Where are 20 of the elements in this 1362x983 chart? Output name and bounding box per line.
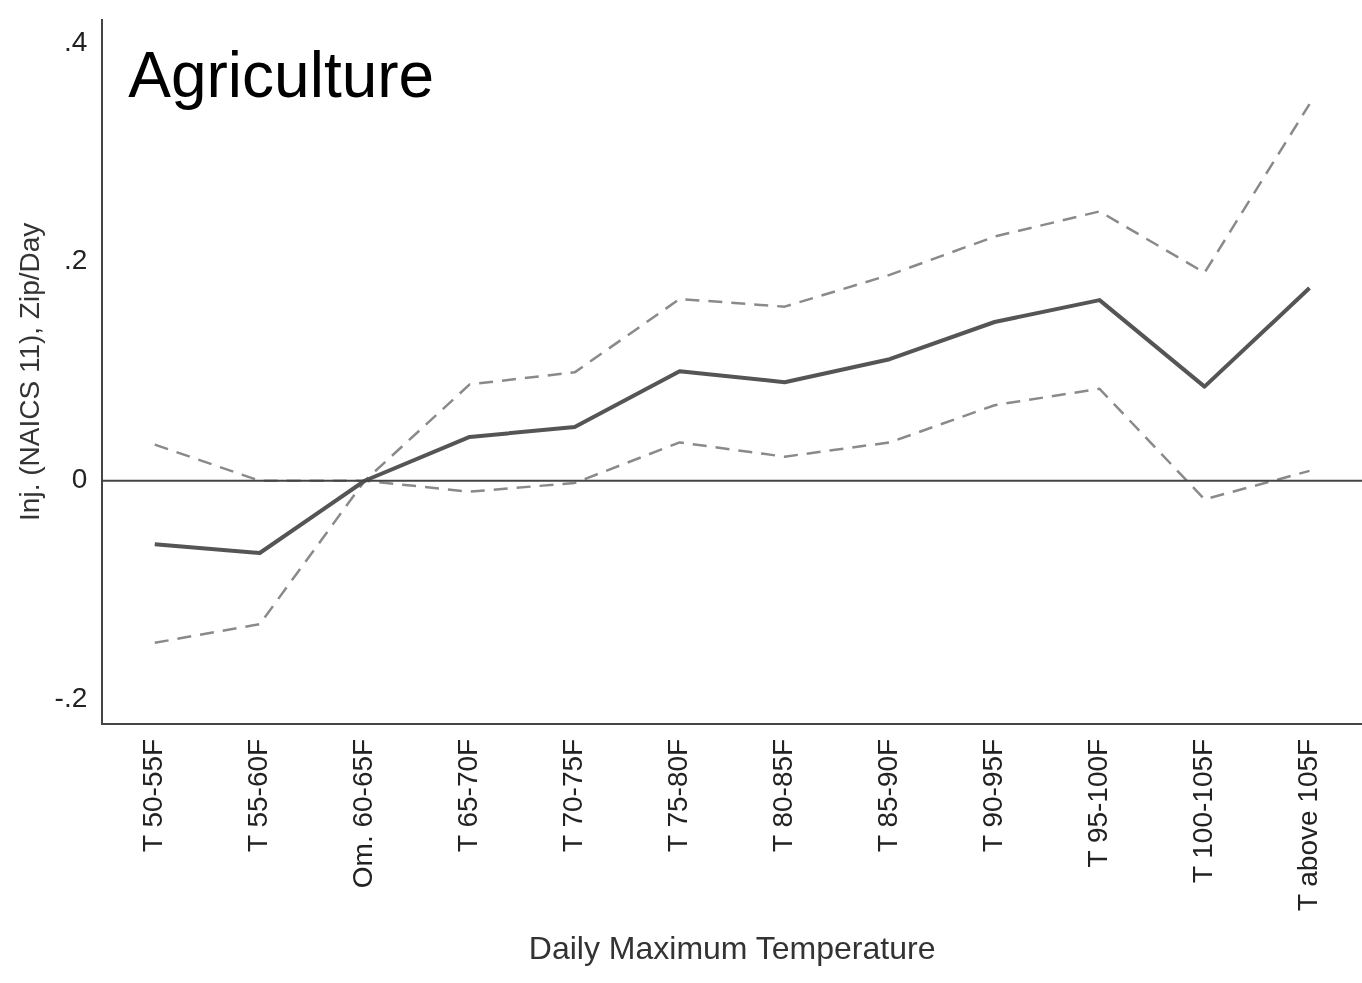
x-tick-label: T 95-100F — [1082, 738, 1114, 868]
y-axis-title: Inj. (NAICS 11), Zip/Day — [13, 222, 45, 521]
y-tick-label: 0 — [71, 463, 88, 495]
x-tick-label: T 100-105F — [1187, 738, 1219, 884]
x-tick-label: Om. 60-65F — [347, 738, 379, 889]
line-series — [153, 387, 1311, 645]
x-tick-label: T 65-70F — [452, 738, 484, 852]
chart-title: Agriculture — [128, 39, 435, 112]
x-tick-label: T 80-85F — [767, 738, 799, 852]
x-tick-label: T above 105F — [1292, 738, 1324, 912]
x-tick-label: T 75-80F — [662, 738, 694, 852]
y-tick-label: .2 — [63, 244, 88, 276]
x-tick-label: T 85-90F — [872, 738, 904, 852]
y-tick-label: -.2 — [54, 682, 88, 714]
x-tick-label: T 55-60F — [242, 738, 274, 852]
x-tick-label: T 50-55F — [137, 738, 169, 852]
y-tick-label: .4 — [63, 25, 88, 57]
x-tick-label: T 90-95F — [977, 738, 1009, 852]
x-axis-title: Daily Maximum Temperature — [528, 929, 936, 966]
x-tick-label: T 70-75F — [557, 738, 589, 852]
